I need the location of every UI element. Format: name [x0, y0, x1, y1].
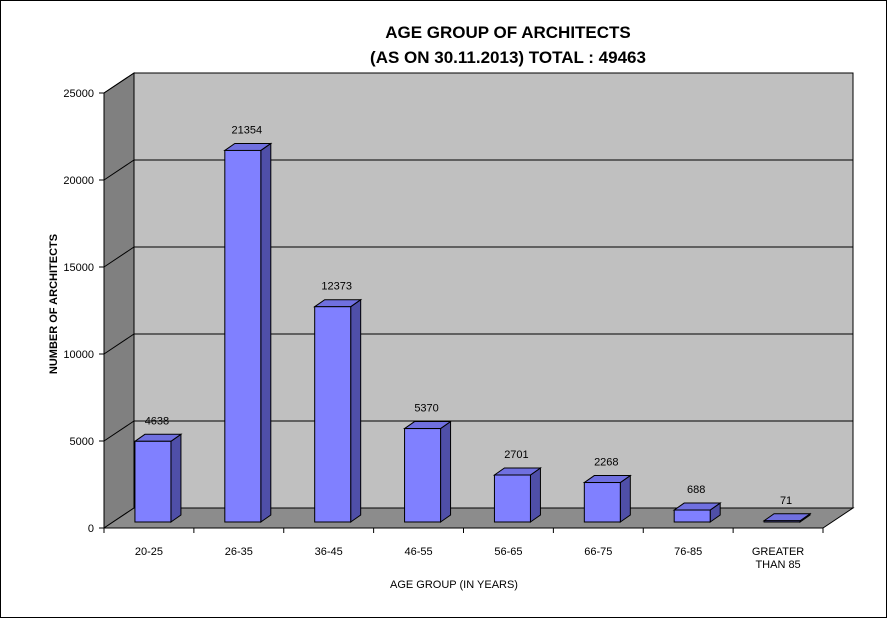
bar-front: [134, 440, 172, 523]
y-tick-label: 15000: [63, 262, 94, 274]
bar: [582, 474, 632, 523]
y-tick-label: 10000: [63, 349, 94, 361]
x-axis-label: AGE GROUP (IN YEARS): [390, 579, 518, 591]
x-tick-label: 36-45: [315, 546, 343, 558]
bar-side: [170, 433, 182, 523]
data-label: 688: [687, 484, 705, 496]
data-label: 21354: [232, 124, 263, 136]
bar: [672, 502, 722, 523]
gridline: [103, 333, 853, 355]
gridline: [103, 72, 853, 94]
x-tick-label: 46-55: [404, 546, 432, 558]
bar-front: [314, 306, 352, 523]
bar-front: [583, 482, 621, 523]
data-label: 2268: [594, 457, 618, 469]
data-label: 71: [780, 495, 792, 507]
y-tick-label: 20000: [63, 175, 94, 187]
bar-side: [440, 420, 452, 523]
bar-front: [404, 428, 442, 523]
y-tick-label: 25000: [63, 88, 94, 100]
data-label: 5370: [414, 403, 438, 415]
y-tick-label: 5000: [70, 436, 94, 448]
y-tick-label: 0: [88, 523, 94, 535]
x-tick-label: 76-85: [674, 546, 702, 558]
x-tick-label: GREATER THAN 85: [752, 546, 804, 571]
bar: [402, 420, 453, 523]
x-tick-label: 26-35: [225, 546, 253, 558]
data-label: 2701: [504, 449, 528, 461]
bar-side: [619, 474, 631, 523]
bar: [133, 433, 183, 523]
bar: [223, 142, 273, 523]
x-tick-label: 66-75: [584, 546, 612, 558]
bar-front: [224, 149, 262, 523]
gridline: [103, 420, 853, 442]
chart-subtitle: (AS ON 30.11.2013) TOTAL : 49463: [370, 48, 646, 67]
x-tick-label: 56-65: [494, 546, 522, 558]
bar: [762, 512, 812, 523]
bar: [313, 298, 363, 523]
bar-side: [260, 142, 272, 523]
data-label: 12373: [321, 281, 352, 293]
gridline: [103, 246, 853, 268]
bar: [492, 467, 543, 523]
side-wall: [103, 72, 135, 529]
bar-front: [673, 509, 711, 523]
floor: [102, 507, 855, 529]
chart-title: AGE GROUP OF ARCHITECTS: [385, 23, 631, 42]
bar-front: [763, 520, 801, 523]
gridline: [103, 159, 853, 181]
bar-side: [529, 467, 541, 523]
y-axis-label: NUMBER OF ARCHITECTS: [48, 234, 60, 374]
bar-front: [493, 474, 531, 523]
bar-side: [350, 298, 362, 523]
x-tick-label: 20-25: [135, 546, 163, 558]
data-label: 4638: [145, 415, 169, 427]
